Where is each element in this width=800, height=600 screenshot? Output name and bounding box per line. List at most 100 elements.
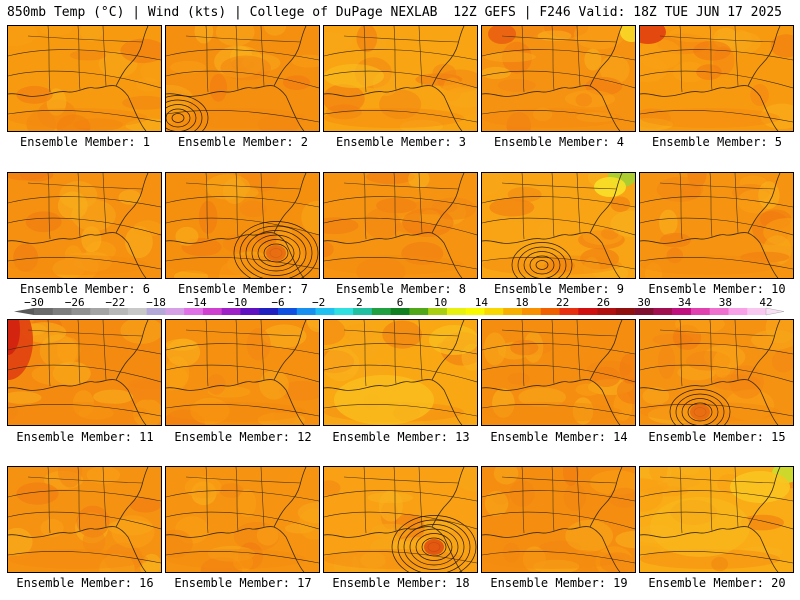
temperature-field-map [482, 26, 635, 131]
state-borders [185, 173, 302, 240]
temperature-shading [166, 476, 319, 572]
colorbar-swatch [446, 308, 466, 315]
ensemble-member-label: Ensemble Member: 5 [651, 135, 783, 149]
ensemble-panel-13 [323, 319, 478, 426]
gulf-coastline [166, 526, 305, 572]
colorbar-swatch [334, 308, 354, 315]
ensemble-panel-5 [639, 25, 794, 132]
state-borders [343, 26, 460, 93]
colorbar-tick-label: 6 [397, 297, 404, 309]
ensemble-panel-14 [481, 319, 636, 426]
ensemble-member-label: Ensemble Member: 11 [16, 430, 154, 444]
atlantic-coastline [589, 173, 623, 234]
state-borders [185, 26, 302, 93]
colorbar-tick-label: −2 [312, 297, 325, 309]
colorbar-tick-label: −14 [187, 297, 207, 309]
height-contours [166, 49, 319, 123]
ensemble-member-label: Ensemble Member: 19 [490, 576, 628, 590]
atlantic-coastline [115, 320, 149, 381]
colorbar-tick-label: 30 [637, 297, 650, 309]
atlantic-coastline [431, 26, 465, 87]
state-borders [343, 173, 460, 240]
temperature-field-map [324, 467, 477, 572]
ensemble-panel-18 [323, 466, 478, 573]
temperature-field-map [166, 320, 319, 425]
colorbar-swatch [90, 308, 110, 315]
temperature-field-map [8, 320, 161, 425]
temperature-field-map [482, 467, 635, 572]
colorbar-swatch [728, 308, 748, 315]
colorbar-swatch [428, 308, 448, 315]
map-title: 850mb Temp (°C) | Wind (kts) | College o… [7, 5, 438, 20]
atlantic-coastline [115, 173, 149, 234]
coastline [640, 26, 781, 131]
atlantic-coastline [747, 320, 781, 381]
atlantic-coastline [431, 467, 465, 528]
atlantic-coastline [589, 320, 623, 381]
temperature-shading [324, 320, 477, 425]
temperature-field-map [324, 320, 477, 425]
state-borders [343, 467, 460, 534]
coastline [324, 467, 465, 572]
height-contours [8, 49, 161, 123]
ensemble-member-label: Ensemble Member: 6 [19, 282, 151, 296]
colorbar-swatch [278, 308, 298, 315]
low-pressure-center [669, 389, 731, 425]
ensemble-member-label: Ensemble Member: 17 [174, 576, 312, 590]
ensemble-member-label: Ensemble Member: 14 [490, 430, 628, 444]
atlantic-coastline [747, 26, 781, 87]
colorbar-tick-label: −6 [271, 297, 284, 309]
colorbar-swatch [522, 308, 542, 315]
atlantic-coastline [431, 173, 465, 234]
temperature-field-map [8, 467, 161, 572]
colorbar-swatch [672, 308, 692, 315]
atlantic-coastline [747, 173, 781, 234]
colorbar-swatch [34, 308, 54, 315]
ensemble-panel-7 [165, 172, 320, 279]
coastline [166, 467, 307, 572]
gulf-coastline [324, 379, 463, 425]
ensemble-panel-16 [7, 466, 162, 573]
colorbar-swatch [240, 308, 260, 315]
ensemble-member-label: Ensemble Member: 20 [648, 576, 786, 590]
temperature-field-map [166, 26, 319, 131]
ensemble-panel-4 [481, 25, 636, 132]
ensemble-member-label: Ensemble Member: 7 [177, 282, 309, 296]
atlantic-coastline [431, 320, 465, 381]
model-valid-time: 12Z GEFS | F246 Valid: 18Z TUE JUN 17 20… [453, 5, 782, 20]
gulf-coastline [166, 85, 305, 131]
colorbar-swatch [146, 308, 166, 315]
colorbar-tick-label: 38 [719, 297, 732, 309]
state-borders [659, 173, 776, 240]
state-borders [501, 26, 618, 93]
gulf-coastline [640, 85, 779, 131]
colorbar-left-arrow [14, 308, 34, 315]
ensemble-member-label: Ensemble Member: 2 [177, 135, 309, 149]
height-contours [482, 490, 635, 564]
colorbar-swatch [165, 308, 185, 315]
colorbar-swatch [634, 308, 654, 315]
temperature-colorbar: −30 −26 −22 −18 −14 −10 −6 −2 2 6 10 14 18 22 26 30 34 38… [14, 297, 784, 316]
gulf-coastline [8, 526, 147, 572]
coastline [640, 320, 781, 425]
coastline [640, 173, 781, 278]
colorbar-swatch [202, 308, 222, 315]
gulf-coastline [324, 232, 463, 278]
temperature-field-map [324, 173, 477, 278]
atlantic-coastline [273, 26, 307, 87]
gulf-coastline [324, 85, 463, 131]
colorbar-swatch [296, 308, 316, 315]
temperature-field-map [8, 173, 161, 278]
coastline [8, 320, 149, 425]
colorbar-swatch [184, 308, 204, 315]
ensemble-member-label: Ensemble Member: 12 [174, 430, 312, 444]
gulf-coastline [8, 379, 147, 425]
ensemble-member-label: Ensemble Member: 13 [332, 430, 470, 444]
atlantic-coastline [589, 26, 623, 87]
state-borders [185, 467, 302, 534]
state-borders [185, 320, 302, 387]
colorbar-swatch [578, 308, 598, 315]
colorbar-tick-label: 42 [759, 297, 772, 309]
low-pressure-center [391, 515, 477, 572]
gulf-coastline [324, 526, 463, 572]
